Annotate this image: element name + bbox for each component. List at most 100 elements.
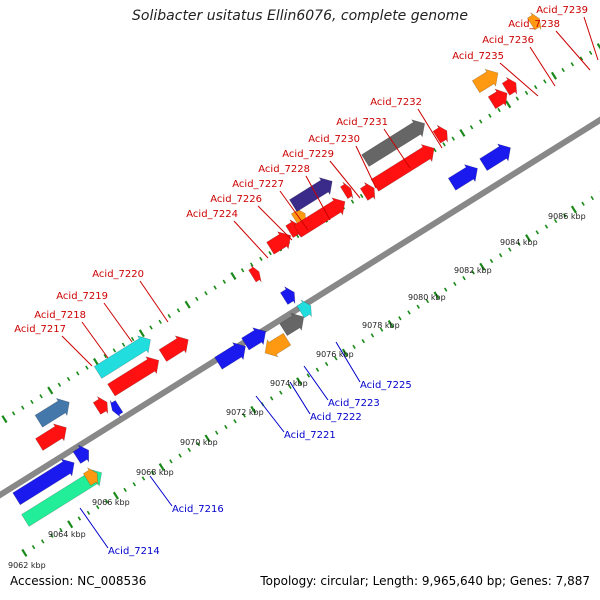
tick-mark-lower (158, 319, 162, 324)
tick-mark-lower (21, 405, 25, 410)
tick-mark-lower (240, 268, 245, 273)
tick-mark-upper (158, 463, 165, 472)
gene-arrow-red (432, 124, 448, 144)
gene-label-acid-7217-leader (61, 335, 93, 367)
tick-mark-upper (224, 424, 228, 430)
scale-label: 9068 kbp (136, 468, 174, 477)
tick-mark-upper (242, 413, 246, 418)
tick-mark-upper (535, 230, 540, 235)
gene-label-acid-7236: Acid_7236 (482, 35, 534, 46)
tick-mark-upper (315, 367, 320, 372)
gene-arrow-red (266, 231, 292, 255)
gene-arrow-blue (241, 327, 267, 351)
tick-mark-upper (250, 405, 257, 414)
gene-label-acid-7232-leader (417, 108, 443, 149)
tick-mark-upper (187, 447, 191, 452)
gene-arrow-red (92, 396, 109, 415)
tick-mark-upper (233, 419, 237, 424)
tick-mark-lower (268, 251, 272, 256)
gene-label-acid-7217: Acid_7217 (14, 324, 66, 335)
tick-mark-lower (259, 256, 263, 261)
scale-label: 9066 kbp (92, 498, 130, 507)
tick-mark-upper (40, 539, 45, 544)
tick-mark-upper (31, 545, 36, 550)
tick-mark-upper (462, 276, 466, 281)
tick-mark-upper (169, 459, 173, 464)
tick-mark-upper (123, 487, 127, 493)
scale-label: 9078 kbp (362, 321, 400, 330)
tick-mark-lower (11, 411, 16, 416)
tick-mark-upper (306, 373, 311, 378)
tick-mark-upper (334, 356, 338, 361)
gene-label-acid-7228: Acid_7228 (258, 164, 310, 175)
gene-label-acid-7221-leader (255, 395, 285, 433)
scale-label: 9072 kbp (226, 408, 264, 417)
gene-arrow-red (501, 77, 518, 96)
tick-mark-upper (590, 195, 594, 201)
tick-mark-upper (204, 434, 211, 443)
scale-label: 9080 kbp (408, 293, 446, 302)
tick-mark-lower (30, 399, 34, 405)
tick-mark-upper (324, 361, 329, 367)
tick-mark-lower (250, 262, 254, 267)
gene-arrow-cyan (296, 299, 312, 319)
tick-mark-upper (50, 533, 54, 538)
map-title: Solibacter usitatus Ellin6076, complete … (132, 8, 468, 24)
gene-arrow-blue (214, 342, 246, 370)
gene-label-acid-7228-leader (305, 175, 331, 221)
tick-mark-upper (379, 327, 384, 332)
scale-label: 9084 kbp (500, 238, 538, 247)
label-leader-lines (61, 16, 599, 549)
tick-mark-upper (416, 304, 420, 309)
gene-label-acid-7226: Acid_7226 (210, 194, 262, 205)
gene-label-acid-7225-leader (335, 341, 361, 383)
tick-mark-lower (195, 296, 199, 302)
gene-label-acid-7227: Acid_7227 (232, 179, 284, 190)
tick-mark-lower (524, 90, 529, 96)
gene-arrow-red (158, 335, 189, 362)
gene-arrow-blue (12, 458, 75, 506)
tick-mark-upper (95, 504, 100, 510)
tick-mark-lower (121, 342, 126, 347)
gene-label-acid-7222-leader (289, 381, 311, 415)
gene-label-acid-7219: Acid_7219 (56, 291, 108, 302)
gene-label-acid-7235: Acid_7235 (452, 51, 504, 62)
gene-label-acid-7231-leader (383, 128, 411, 169)
tick-mark-lower (359, 193, 364, 199)
gene-features (12, 12, 542, 527)
scale-label: 9076 kbp (316, 350, 354, 359)
tick-mark-upper (105, 499, 109, 504)
tick-mark-upper (563, 213, 567, 218)
gene-label-acid-7230: Acid_7230 (308, 134, 360, 145)
tick-mark-upper (150, 470, 155, 475)
tick-mark-lower (112, 348, 117, 353)
gene-label-acid-7225: Acid_7225 (360, 380, 412, 391)
tick-mark-lower (350, 199, 355, 204)
tick-mark-lower (184, 300, 191, 309)
tick-mark-lower (505, 100, 512, 109)
gene-arrow-indigo (289, 177, 333, 213)
tick-mark-upper (398, 316, 402, 321)
gene-label-acid-7229-leader (329, 160, 361, 199)
tick-mark-lower (138, 329, 145, 338)
tick-mark-lower (433, 147, 437, 153)
tick-mark-lower (39, 394, 43, 399)
tick-mark-lower (85, 365, 89, 370)
tick-mark-lower (442, 142, 446, 147)
gene-arrow-orange (82, 467, 99, 486)
gene-label-acid-7214: Acid_7214 (108, 546, 160, 557)
tick-mark-upper (67, 520, 74, 529)
tick-mark-upper (196, 442, 201, 447)
tick-mark-lower (176, 308, 181, 313)
tick-mark-upper (407, 310, 411, 315)
gene-arrow-orange (264, 332, 292, 358)
tick-mark-upper (517, 241, 521, 246)
tick-mark-lower (57, 382, 62, 387)
tick-mark-upper (498, 253, 503, 258)
tick-mark-upper (387, 319, 394, 328)
tick-mark-upper (214, 430, 219, 435)
tick-mark-lower (1, 415, 8, 424)
tick-mark-upper (132, 482, 137, 487)
tick-mark-lower (103, 354, 107, 359)
